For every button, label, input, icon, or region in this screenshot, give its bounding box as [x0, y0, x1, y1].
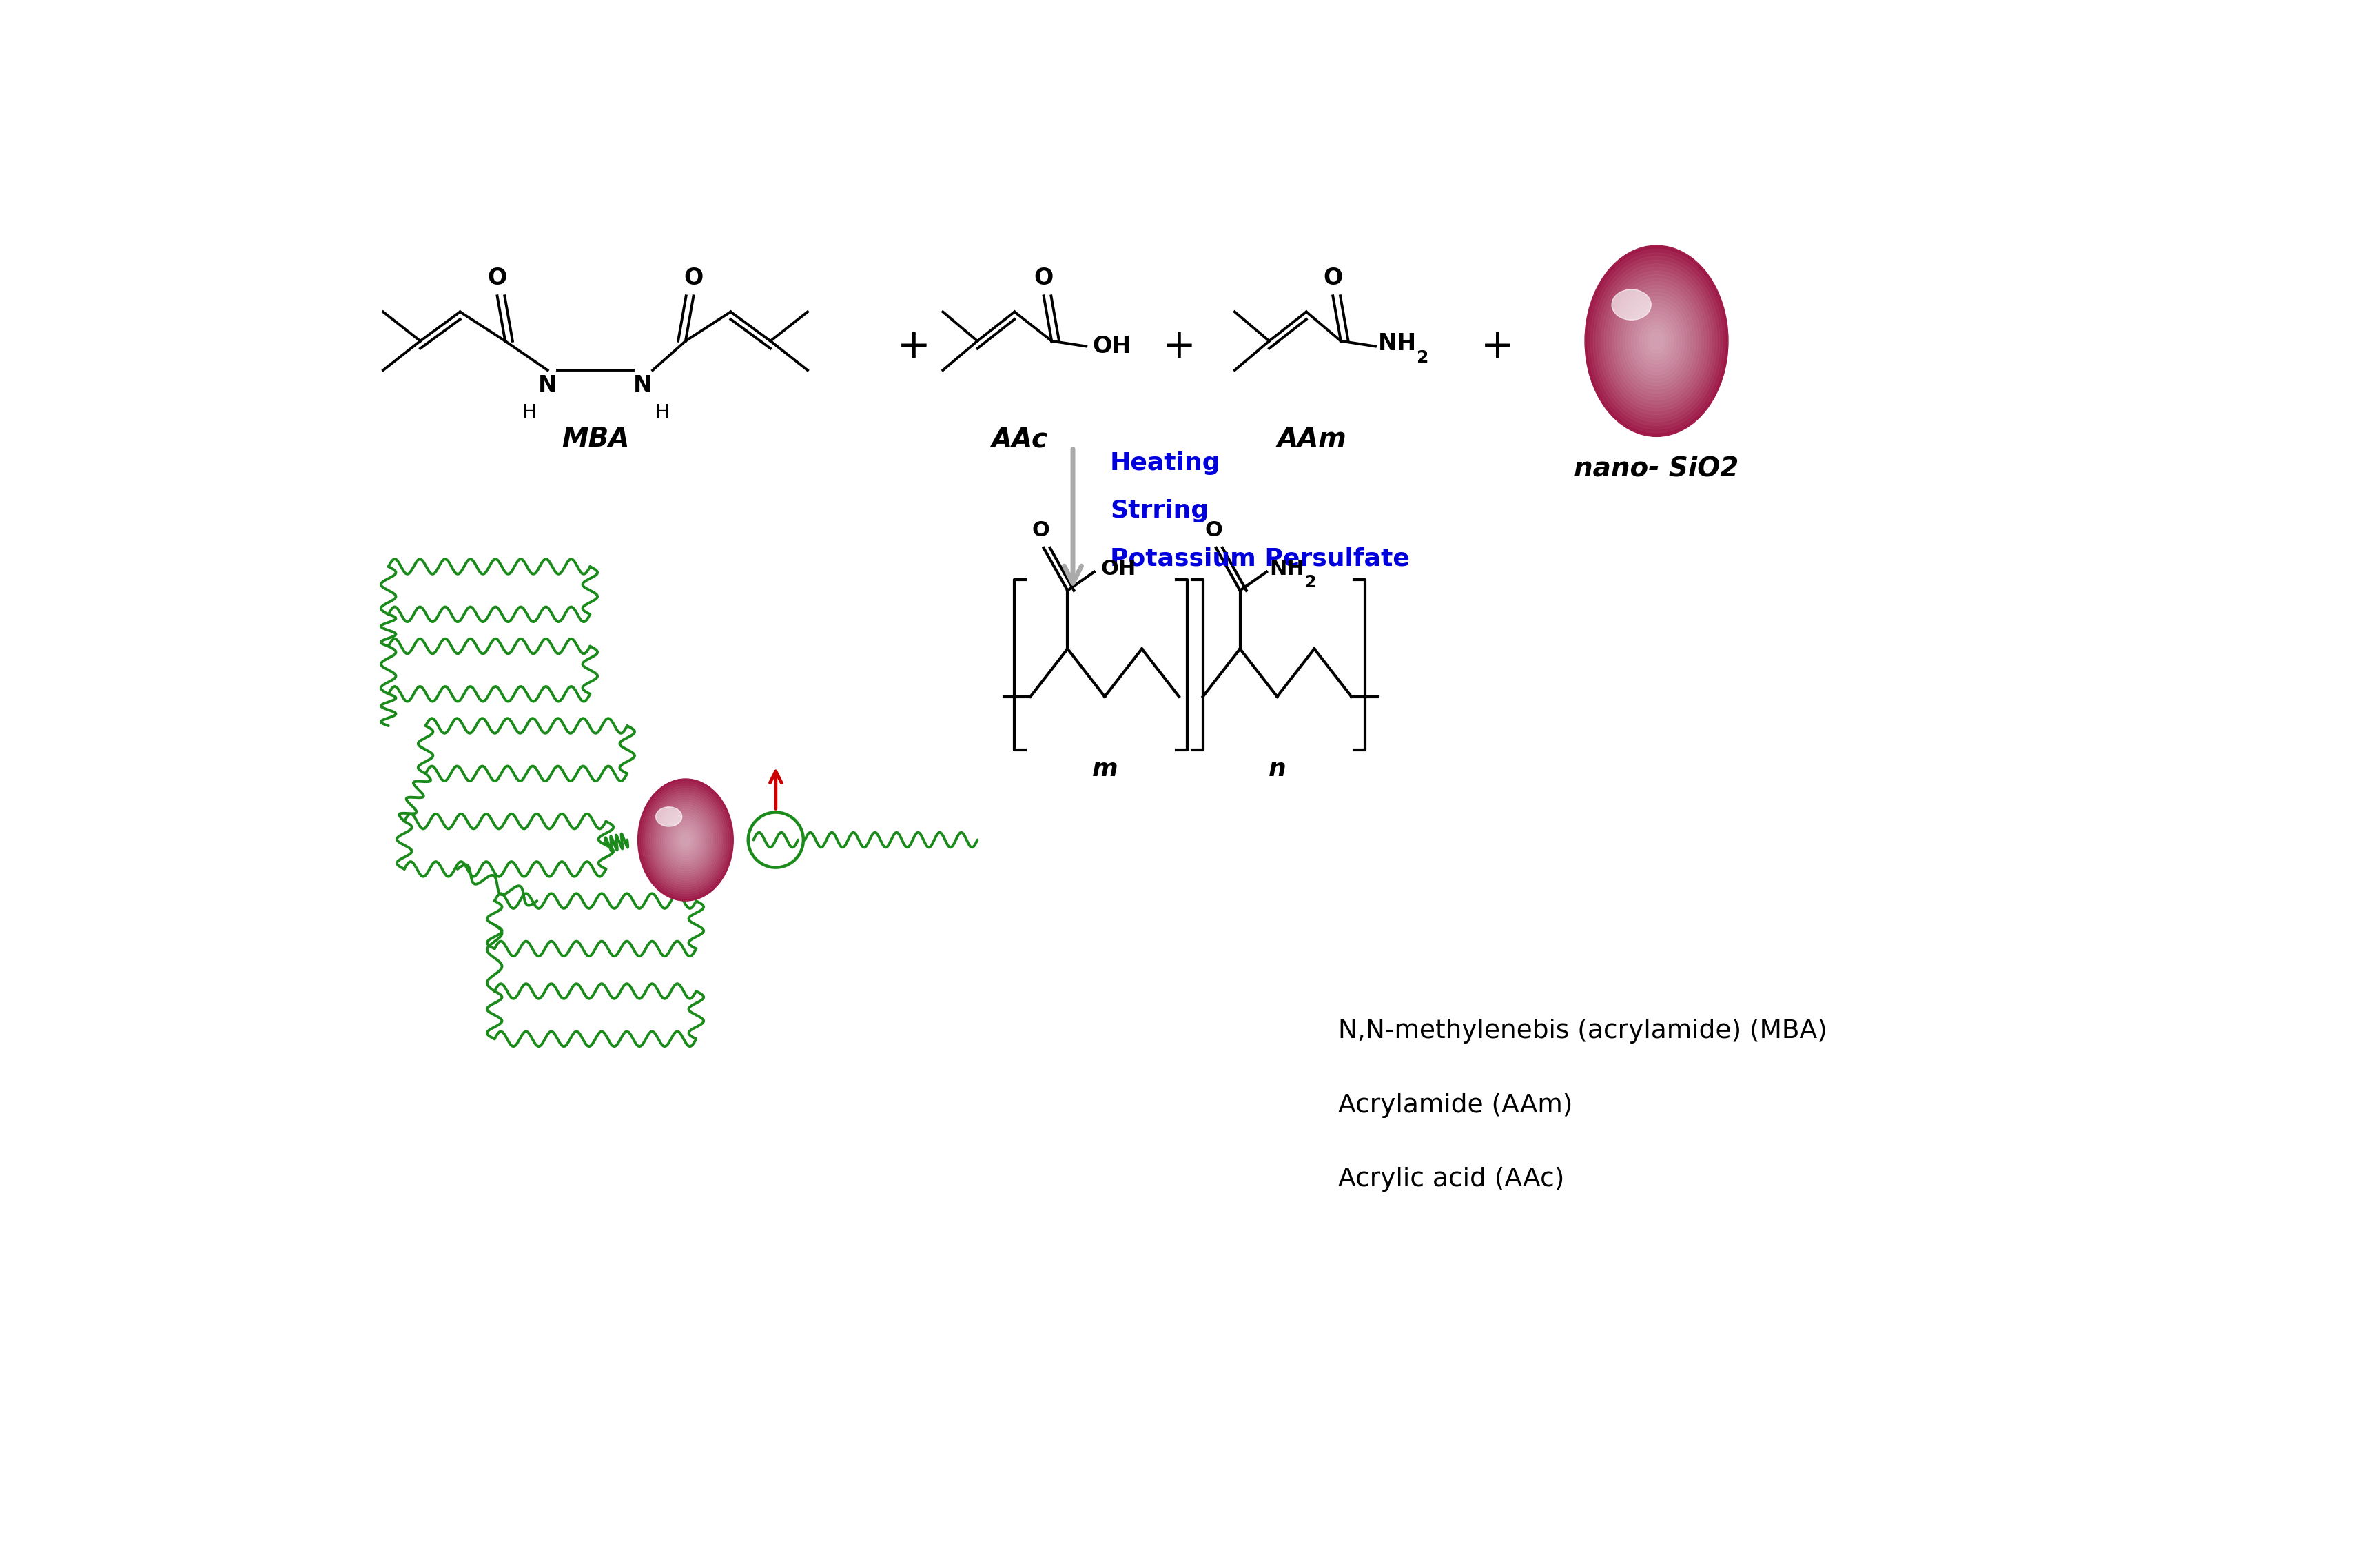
Text: AAc: AAc [992, 427, 1047, 453]
Text: Strring: Strring [1109, 499, 1209, 523]
Text: +: + [1480, 326, 1514, 366]
Text: NH: NH [1269, 560, 1304, 580]
Text: 2: 2 [1416, 349, 1428, 366]
Text: O: O [1033, 519, 1050, 540]
Text: m: m [1092, 758, 1116, 781]
Text: Acrylic acid (AAc): Acrylic acid (AAc) [1338, 1167, 1564, 1192]
Text: H: H [654, 404, 669, 422]
Ellipse shape [1585, 246, 1728, 436]
Text: AAm: AAm [1276, 427, 1347, 453]
Text: Potassium Persulfate: Potassium Persulfate [1109, 547, 1409, 570]
Text: O: O [488, 267, 507, 289]
Ellipse shape [654, 807, 681, 827]
Text: Heating: Heating [1109, 451, 1221, 475]
Text: +: + [897, 326, 931, 366]
Text: N: N [633, 374, 652, 397]
Text: H: H [521, 404, 536, 422]
Ellipse shape [638, 779, 733, 901]
Text: N,N-methylenebis (acrylamide) (MBA): N,N-methylenebis (acrylamide) (MBA) [1338, 1019, 1828, 1044]
Text: O: O [1033, 267, 1052, 289]
Text: OH: OH [1092, 335, 1130, 357]
Text: N: N [538, 374, 557, 397]
Text: 2: 2 [1304, 574, 1316, 591]
Text: Acrylamide (AAm): Acrylamide (AAm) [1338, 1093, 1573, 1118]
Ellipse shape [1611, 289, 1652, 320]
Text: O: O [1204, 519, 1221, 540]
Text: OH: OH [1100, 560, 1135, 580]
Text: n: n [1269, 758, 1285, 781]
Text: +: + [1161, 326, 1195, 366]
Text: MBA: MBA [562, 427, 628, 453]
Text: nano- SiO2: nano- SiO2 [1573, 456, 1737, 481]
Text: O: O [683, 267, 702, 289]
Text: O: O [1323, 267, 1342, 289]
Text: NH: NH [1378, 332, 1416, 356]
